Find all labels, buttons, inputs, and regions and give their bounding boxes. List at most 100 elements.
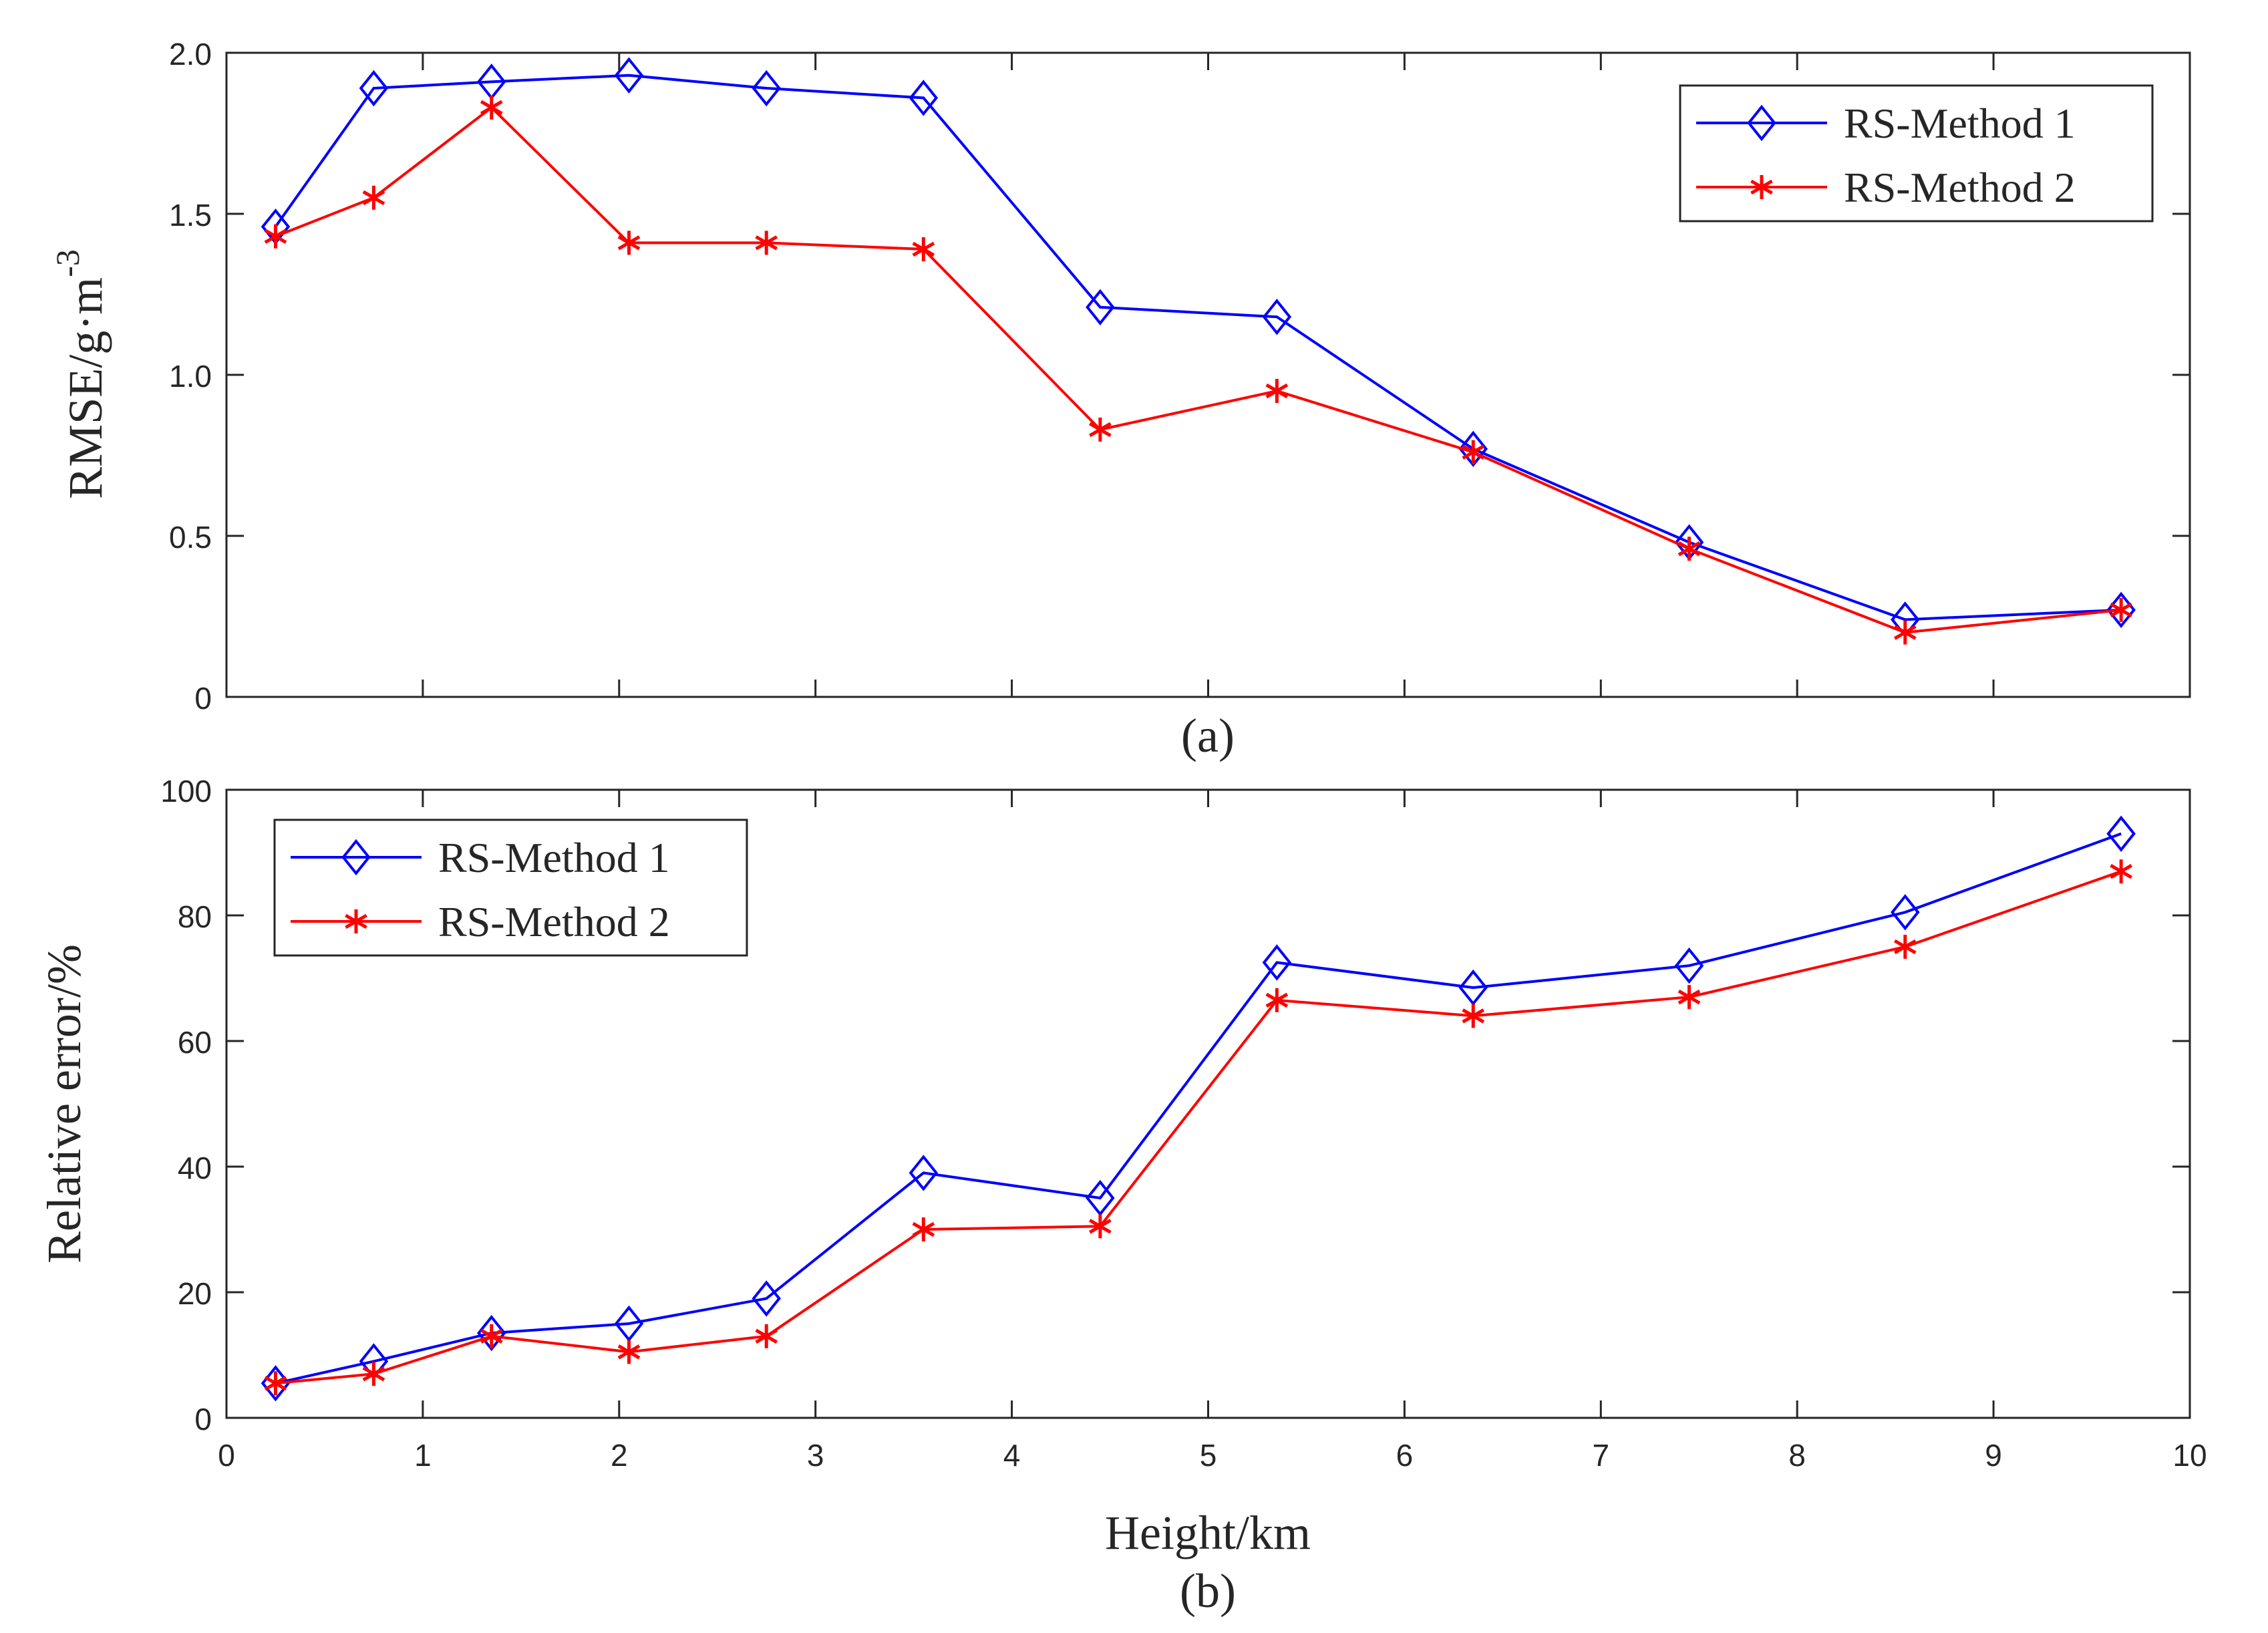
data-point <box>1894 935 1917 959</box>
legend-marker <box>1747 104 1776 142</box>
diamond-marker-shape <box>359 69 389 107</box>
legend-marker <box>345 909 367 933</box>
asterisk-marker-stroke <box>1265 992 1289 1008</box>
y-tick-label: 60 <box>178 1025 212 1060</box>
asterisk-marker-stroke <box>480 100 503 116</box>
asterisk-marker-stroke <box>264 229 287 244</box>
legend-item: RS-Method 2 <box>1696 164 2076 211</box>
data-point <box>1674 947 1704 984</box>
x-tick-label: 1 <box>414 1438 432 1473</box>
series-line <box>274 73 2122 621</box>
series-line <box>275 870 2122 1385</box>
data-point <box>1089 1214 1112 1239</box>
asterisk-marker-stroke <box>480 1328 503 1344</box>
x-tick-label: 10 <box>2172 1438 2207 1473</box>
data-point <box>264 224 287 249</box>
panel-a-ylabel-superscript: -3 <box>49 249 86 277</box>
data-point <box>912 1217 935 1241</box>
diamond-marker-shape <box>1458 430 1488 468</box>
data-point <box>1677 537 1701 561</box>
diamond-marker-shape <box>1674 947 1704 984</box>
panel-a-rmse-chart: 0 0.5 1.0 1.5 2.0 RS-Method 1 RS-Method 2 RMS… <box>49 37 2191 762</box>
y-tick-label: 100 <box>160 774 212 808</box>
asterisk-marker-stroke <box>2110 602 2132 618</box>
x-tick-label: 3 <box>807 1438 824 1473</box>
data-point <box>1265 988 1289 1012</box>
asterisk-marker-stroke <box>1677 541 1701 557</box>
data-point <box>617 1340 641 1364</box>
panel-a-label: (a) <box>1181 709 1235 762</box>
x-tick-label: 4 <box>1003 1438 1021 1473</box>
panel-b-xlabel: Height/km <box>1105 1506 1311 1560</box>
panel-a-series <box>261 57 2136 645</box>
x-tick-label: 0 <box>218 1438 235 1473</box>
data-point <box>1462 440 1485 464</box>
legend-label: RS-Method 2 <box>438 898 670 945</box>
asterisk-marker-stroke <box>362 190 385 206</box>
data-point <box>1262 944 1292 981</box>
y-tick-label: 80 <box>178 899 212 934</box>
asterisk-marker-stroke <box>1462 1008 1485 1024</box>
legend-item: RS-Method 2 <box>291 898 670 945</box>
asterisk-marker-stroke <box>1089 422 1112 438</box>
legend-item: RS-Method 1 <box>1696 100 2076 147</box>
data-point <box>1265 379 1289 404</box>
asterisk-marker-stroke <box>1894 625 1917 640</box>
data-point <box>2110 597 2132 622</box>
data-point <box>1086 289 1115 325</box>
x-tick-label: 9 <box>1985 1438 2002 1473</box>
diamond-marker-shape <box>752 69 781 107</box>
legend-box <box>1679 84 2154 222</box>
data-point <box>2106 815 2136 853</box>
panel-b-legend: RS-Method 1 RS-Method 2 <box>273 819 748 957</box>
x-tick-label: 2 <box>611 1438 628 1473</box>
y-tick-label: 1.5 <box>169 198 212 233</box>
data-point <box>1891 894 1920 931</box>
asterisk-marker-stroke <box>912 241 935 257</box>
diamond-marker-shape <box>477 1314 506 1352</box>
data-point <box>1462 1004 1485 1028</box>
data-point <box>480 95 503 120</box>
data-point <box>1089 417 1112 442</box>
data-point <box>752 69 781 107</box>
data-point <box>264 1371 287 1396</box>
y-tick-label: 0 <box>194 1402 212 1437</box>
diamond-marker-shape <box>909 1155 939 1191</box>
legend-marker <box>341 839 371 876</box>
data-point <box>909 1155 939 1191</box>
legend-label: RS-Method 2 <box>1844 164 2076 211</box>
data-point <box>2110 859 2132 884</box>
x-tick-label: 5 <box>1200 1438 1217 1473</box>
data-point <box>480 1324 503 1348</box>
series-line <box>275 832 2122 1385</box>
asterisk-marker-stroke <box>264 1376 287 1391</box>
data-point <box>362 1362 385 1386</box>
data-point <box>1458 430 1488 468</box>
y-tick-label: 0.5 <box>169 520 212 555</box>
diamond-marker-shape <box>1262 299 1292 335</box>
asterisk-marker-stroke <box>1265 383 1289 399</box>
data-point <box>755 1324 778 1348</box>
diamond-marker-shape <box>2106 815 2136 853</box>
x-tick-label: 7 <box>1593 1438 1610 1473</box>
diamond-marker-shape <box>909 80 939 116</box>
panel-b-label: (b) <box>1180 1564 1236 1618</box>
diamond-marker-shape <box>1747 104 1776 142</box>
series-line <box>275 106 2122 634</box>
data-point <box>359 69 389 107</box>
data-point <box>1458 969 1488 1006</box>
asterisk-marker-stroke <box>1089 1219 1112 1234</box>
x-tick-label: 6 <box>1396 1438 1414 1473</box>
asterisk-marker-stroke <box>1894 939 1917 955</box>
data-point <box>614 57 644 94</box>
legend-label: RS-Method 1 <box>438 834 670 881</box>
data-point <box>752 1280 781 1317</box>
data-point <box>362 185 385 210</box>
diamond-marker-shape <box>1086 289 1115 325</box>
panel-b-ylabel: Relative error/% <box>37 944 91 1264</box>
series-rs-method-2 <box>264 95 2132 645</box>
series-rs-method-2 <box>264 859 2132 1396</box>
